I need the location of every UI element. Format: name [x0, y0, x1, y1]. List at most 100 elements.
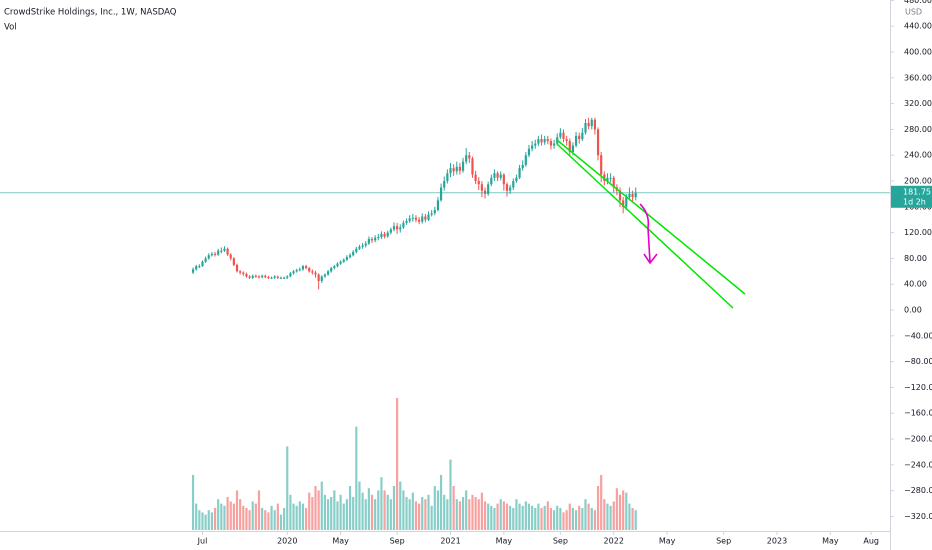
candle-body — [531, 145, 534, 149]
volume-bar — [358, 481, 361, 530]
volume-bar — [220, 503, 223, 530]
volume-bar — [468, 499, 471, 530]
x-tick-label: 2022 — [604, 537, 624, 546]
volume-bar — [207, 510, 210, 530]
y-tick-label: −40.00 — [904, 331, 932, 340]
volume-bar — [367, 488, 370, 530]
volume-bar — [198, 510, 201, 530]
volume-bar — [628, 503, 631, 530]
y-tick-label: 0.00 — [904, 306, 922, 315]
volume-bar — [518, 503, 521, 530]
volume-bar — [229, 501, 232, 530]
candle-body — [217, 250, 220, 255]
volume-bar — [223, 505, 226, 530]
candle-body — [254, 275, 257, 277]
volume-bar — [421, 497, 424, 530]
candle-body — [314, 272, 317, 275]
volume-bar — [625, 492, 628, 530]
volume-bar — [308, 492, 311, 530]
volume-bar — [242, 505, 245, 530]
volume-bar — [248, 510, 251, 530]
volume-bar — [361, 492, 364, 530]
x-tick-label: 2021 — [440, 537, 460, 546]
candle-body — [603, 174, 606, 182]
y-tick-label: −320.00 — [904, 512, 932, 521]
candle-body — [628, 193, 631, 198]
volume-bar — [399, 481, 402, 530]
candle-body — [364, 243, 367, 246]
candle-body — [198, 266, 201, 268]
volume-bar — [408, 499, 411, 530]
candle-body — [191, 269, 195, 273]
candle-body — [402, 222, 405, 228]
candle-body — [622, 200, 625, 207]
y-tick-label: 440.00 — [904, 22, 932, 31]
candle-body — [374, 237, 377, 241]
candle-body — [352, 251, 355, 256]
candle-body — [201, 261, 204, 267]
candle-body — [279, 277, 283, 279]
volume-bar — [326, 499, 330, 530]
candle-body — [226, 248, 229, 255]
y-tick-label: −80.00 — [904, 357, 932, 366]
x-tick-label: Jul — [197, 537, 208, 546]
volume-bar — [210, 512, 214, 530]
volume-bar — [615, 488, 618, 530]
candle-body — [383, 233, 386, 237]
candle-body — [587, 122, 590, 127]
candle-body — [455, 166, 458, 172]
volume-bar — [609, 505, 612, 530]
candle-body — [446, 173, 449, 182]
candle-body — [267, 277, 270, 279]
volume-bar — [383, 490, 386, 530]
volume-bar — [578, 505, 581, 530]
x-tick-label: Aug — [863, 537, 879, 546]
candle-body — [320, 276, 323, 281]
volume-label: Vol — [4, 23, 17, 33]
y-tick-label: 320.00 — [904, 99, 932, 108]
candle-body — [593, 119, 597, 130]
volume-bar — [345, 499, 348, 530]
candle-body — [509, 187, 512, 191]
volume-bar — [414, 501, 418, 530]
x-tick-label: Sep — [716, 537, 731, 546]
volume-bar — [600, 475, 603, 530]
candle-body — [336, 263, 339, 267]
candle-body — [631, 193, 634, 198]
volume-bar — [622, 490, 625, 530]
volume-bar — [471, 494, 474, 530]
candle-body — [232, 258, 235, 265]
candle-body — [408, 218, 411, 222]
candle-body — [210, 253, 214, 256]
volume-bar — [474, 497, 477, 530]
y-tick-label: 360.00 — [904, 73, 932, 82]
chart-title: CrowdStrike Holdings, Inc., 1W, NASDAQ — [4, 8, 177, 18]
candle-body — [342, 259, 345, 262]
volume-bar — [593, 510, 597, 530]
volume-bar — [446, 499, 449, 530]
volume-bar — [452, 486, 455, 530]
candle-body — [590, 119, 593, 127]
volume-bar — [411, 492, 414, 530]
volume-bar — [534, 508, 537, 530]
volume-bar — [348, 486, 352, 530]
trend-channel-lower — [556, 143, 734, 309]
volume-bar — [339, 494, 342, 530]
volume-bar — [524, 501, 527, 530]
candle-body — [524, 155, 527, 165]
volume-bar — [396, 398, 399, 530]
volume-bar — [587, 503, 590, 530]
candle-body — [474, 174, 477, 182]
candle-body — [421, 216, 424, 222]
candle-body — [370, 239, 374, 241]
volume-bar — [546, 501, 549, 530]
volume-bar — [562, 512, 565, 530]
volume-bar — [480, 492, 483, 530]
volume-bar — [509, 505, 512, 530]
volume-bar — [571, 508, 575, 530]
candle-body — [596, 129, 600, 156]
volume-bar — [235, 490, 239, 530]
volume-bar — [549, 508, 553, 530]
volume-bar — [584, 499, 587, 530]
